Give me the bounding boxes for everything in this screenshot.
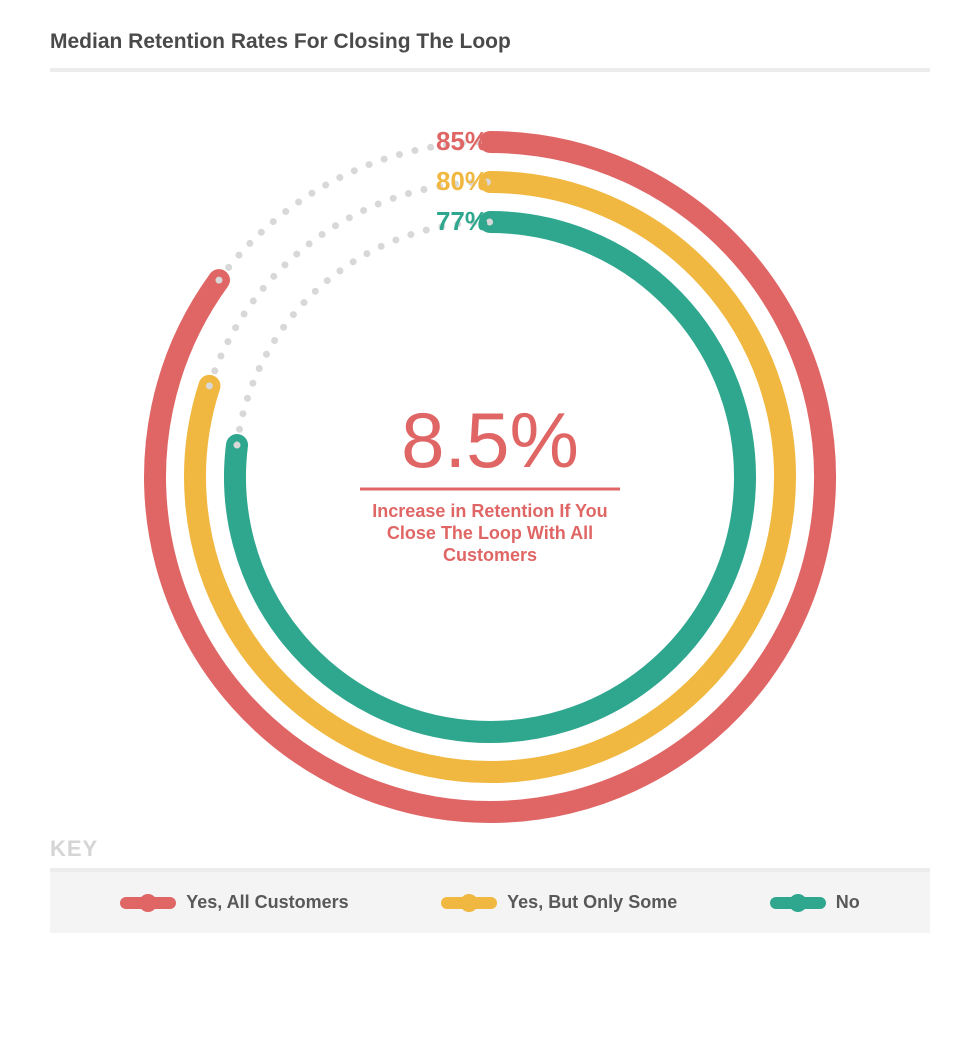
legend-swatch-icon: [770, 893, 826, 913]
legend-item: Yes, All Customers: [120, 892, 348, 913]
ring-value-label: 80%: [436, 166, 488, 196]
legend-item-label: Yes, All Customers: [186, 892, 348, 913]
legend-item-label: Yes, But Only Some: [507, 892, 677, 913]
radial-chart: 85% 80% 77% 8.5% Increase in Retention If Yo…: [110, 72, 870, 832]
ring-value-label: 85%: [436, 126, 488, 156]
legend-item-label: No: [836, 892, 860, 913]
center-caption-line: Increase in Retention If You: [372, 501, 607, 521]
legend-heading: KEY: [50, 836, 930, 862]
legend-item: Yes, But Only Some: [441, 892, 677, 913]
legend-swatch-icon: [120, 893, 176, 913]
legend: Yes, All Customers Yes, But Only Some No: [50, 872, 930, 933]
center-caption-line: Customers: [443, 545, 537, 565]
chart-container: 85% 80% 77% 8.5% Increase in Retention If Yo…: [50, 72, 930, 832]
center-caption-line: Close The Loop With All: [387, 523, 593, 543]
ring-value-label: 77%: [436, 206, 488, 236]
legend-swatch-icon: [441, 893, 497, 913]
center-value: 8.5%: [401, 396, 579, 484]
legend-item: No: [770, 892, 860, 913]
chart-title: Median Retention Rates For Closing The L…: [50, 30, 930, 54]
